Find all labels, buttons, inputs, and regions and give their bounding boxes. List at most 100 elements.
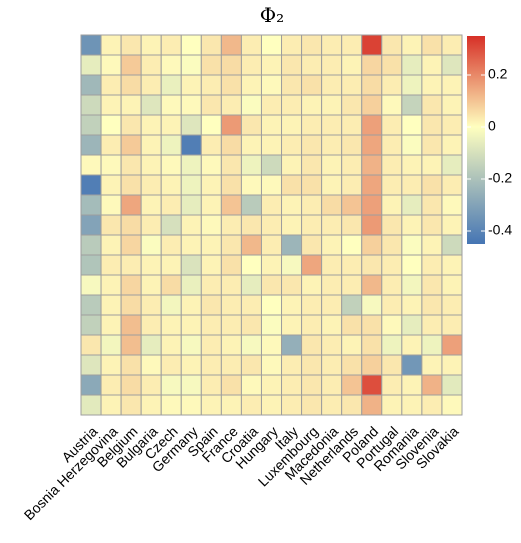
- heatmap-cell: [441, 394, 463, 416]
- heatmap-cell: [361, 74, 383, 96]
- heatmap-cell: [421, 214, 443, 236]
- heatmap-cell: [301, 54, 323, 76]
- heatmap-cell: [341, 294, 363, 316]
- heatmap-cell: [180, 74, 202, 96]
- heatmap-cell: [100, 254, 122, 276]
- heatmap-cell: [220, 174, 242, 196]
- heatmap-cell: [120, 254, 142, 276]
- heatmap-cell: [301, 114, 323, 136]
- heatmap-cell: [260, 254, 283, 276]
- heatmap-cell: [301, 254, 323, 276]
- heatmap-cell: [381, 94, 403, 116]
- heatmap-cell: [220, 334, 242, 356]
- heatmap-cell: [200, 114, 222, 136]
- heatmap-cell: [160, 254, 182, 276]
- heatmap-cell: [220, 354, 242, 376]
- heatmap-cell: [260, 174, 283, 196]
- heatmap-cell: [180, 194, 202, 216]
- heatmap-cell: [281, 114, 303, 136]
- heatmap-cell: [240, 314, 262, 336]
- heatmap-cell: [341, 274, 363, 296]
- heatmap-cell: [240, 214, 262, 236]
- heatmap-cell: [200, 194, 222, 216]
- heatmap-cell: [120, 94, 142, 116]
- heatmap-cell: [180, 354, 202, 376]
- heatmap-cell: [381, 394, 403, 416]
- heatmap-cell: [281, 34, 303, 56]
- heatmap-cell: [421, 74, 443, 96]
- heatmap-cell: [200, 74, 222, 96]
- heatmap-cell: [281, 214, 303, 236]
- heatmap-cell: [260, 274, 283, 296]
- heatmap-cell: [381, 54, 403, 76]
- heatmap-cell: [381, 314, 403, 336]
- heatmap-cell: [220, 194, 242, 216]
- heatmap-cell: [381, 174, 403, 196]
- heatmap-cell: [441, 314, 463, 336]
- heatmap-cell: [180, 314, 202, 336]
- heatmap-cell: [160, 134, 182, 156]
- heatmap-cell: [281, 194, 303, 216]
- heatmap-cell: [140, 354, 162, 376]
- heatmap-cell: [220, 114, 242, 136]
- heatmap-cell: [421, 354, 443, 376]
- heatmap-cell: [341, 114, 363, 136]
- heatmap-cell: [100, 134, 122, 156]
- heatmap-cell: [220, 154, 242, 176]
- heatmap-cell: [281, 354, 303, 376]
- heatmap-cell: [80, 234, 102, 256]
- heatmap-cell: [100, 374, 122, 396]
- heatmap-cell: [381, 274, 403, 296]
- heatmap-cell: [341, 234, 363, 256]
- heatmap-cell: [140, 254, 162, 276]
- heatmap-cell: [361, 114, 383, 136]
- heatmap-cell: [361, 334, 383, 356]
- heatmap-cell: [180, 154, 202, 176]
- heatmap-cell: [281, 294, 303, 316]
- heatmap-cell: [160, 94, 182, 116]
- heatmap-cell: [281, 334, 303, 356]
- heatmap-cell: [321, 94, 343, 116]
- heatmap-cell: [160, 174, 182, 196]
- heatmap-cell: [301, 154, 323, 176]
- heatmap-cell: [321, 314, 343, 336]
- heatmap-cell: [200, 314, 222, 336]
- heatmap-cell: [240, 254, 262, 276]
- heatmap-cell: [260, 74, 283, 96]
- heatmap-cell: [401, 154, 423, 176]
- heatmap-cell: [120, 314, 142, 336]
- heatmap-cell: [401, 194, 423, 216]
- heatmap-cell: [100, 34, 122, 56]
- heatmap-cell: [321, 374, 343, 396]
- heatmap-cell: [381, 354, 403, 376]
- heatmap-cell: [180, 374, 202, 396]
- heatmap-cell: [120, 394, 142, 416]
- heatmap-cell: [240, 374, 262, 396]
- heatmap-cell: [200, 354, 222, 376]
- heatmap-cell: [341, 74, 363, 96]
- heatmap-cell: [120, 234, 142, 256]
- heatmap-cell: [140, 234, 162, 256]
- heatmap-cell: [200, 374, 222, 396]
- heatmap-cell: [240, 354, 262, 376]
- heatmap-cell: [100, 154, 122, 176]
- heatmap-cell: [421, 194, 443, 216]
- heatmap-cell: [361, 94, 383, 116]
- heatmap-cell: [341, 174, 363, 196]
- heatmap-cell: [321, 254, 343, 276]
- heatmap-cell: [401, 334, 423, 356]
- heatmap-cell: [260, 194, 283, 216]
- heatmap-cell: [421, 274, 443, 296]
- heatmap-cell: [361, 134, 383, 156]
- heatmap-cell: [200, 94, 222, 116]
- heatmap-cell: [220, 294, 242, 316]
- heatmap-cell: [80, 174, 102, 196]
- heatmap-cell: [160, 314, 182, 336]
- heatmap-cell: [120, 334, 142, 356]
- heatmap-cell: [200, 54, 222, 76]
- heatmap-cell: [321, 174, 343, 196]
- heatmap-cell: [441, 374, 463, 396]
- heatmap-cell: [180, 254, 202, 276]
- heatmap-cell: [421, 394, 443, 416]
- heatmap-cell: [421, 154, 443, 176]
